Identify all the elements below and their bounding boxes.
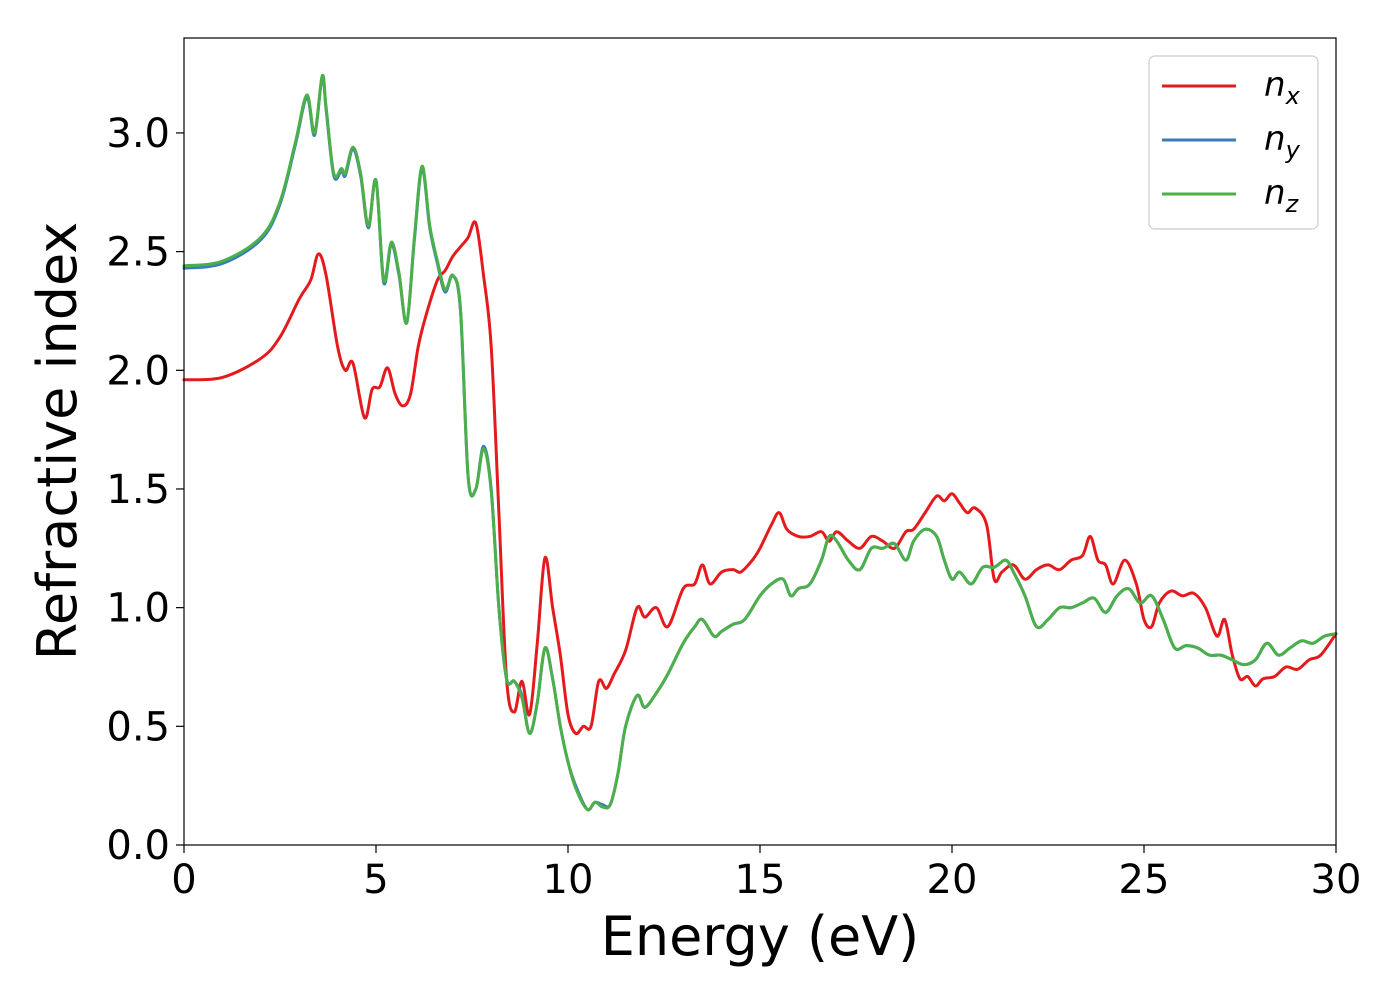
y-tick-label: 1.0 [106,586,170,632]
y-tick-label: 1.5 [106,467,170,513]
x-tick-label: 10 [543,857,594,903]
y-tick-label: 0.0 [106,823,170,869]
y-tick-label: 2.5 [106,230,170,276]
x-tick-label: 30 [1311,857,1362,903]
x-axis-ticks: 0 5 10 15 20 25 30 [171,845,1361,903]
x-tick-label: 15 [735,857,786,903]
legend-label-z: nz [1264,173,1300,218]
legend-label-x: nx [1264,65,1301,110]
y-tick-label: 2.0 [106,348,170,394]
y-tick-label: 3.0 [106,111,170,157]
plot-lines [182,73,1338,812]
legend: nx ny nz [1148,55,1319,230]
series-line-x [182,220,1338,736]
legend-frame [1148,55,1319,230]
x-axis-title: Energy (eV) [601,905,920,968]
y-tick-label: 0.5 [106,704,170,750]
x-tick-label: 0 [171,857,196,903]
x-tick-label: 20 [927,857,978,903]
legend-label-y: ny [1264,119,1301,164]
y-axis-title: Refractive index [26,222,89,661]
x-tick-label: 25 [1119,857,1170,903]
x-tick-label: 5 [363,857,388,903]
y-axis-ticks: 0.0 0.5 1.0 1.5 2.0 2.5 3.0 [106,111,184,869]
series-line-z [182,73,1338,812]
